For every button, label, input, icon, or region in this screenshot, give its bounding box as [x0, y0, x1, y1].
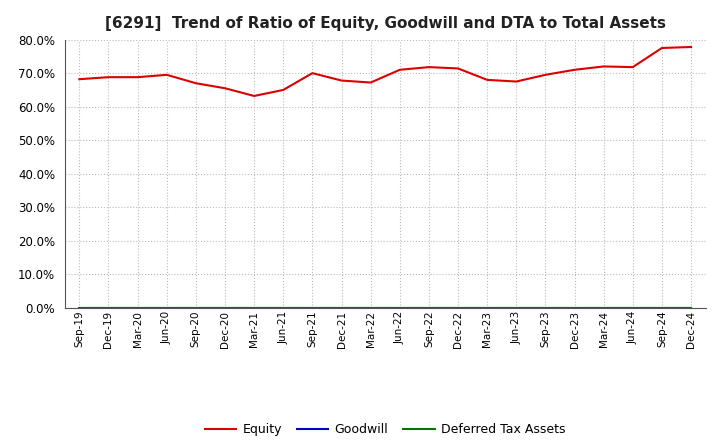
Equity — [133, 74, 142, 80]
Goodwill — [395, 305, 404, 311]
Goodwill — [250, 305, 258, 311]
Goodwill — [220, 305, 229, 311]
Deferred Tax Assets — [279, 305, 287, 311]
Equity — [483, 77, 492, 82]
Equity — [657, 45, 666, 51]
Deferred Tax Assets — [599, 305, 608, 311]
Goodwill — [599, 305, 608, 311]
Equity — [220, 86, 229, 91]
Deferred Tax Assets — [687, 305, 696, 311]
Deferred Tax Assets — [657, 305, 666, 311]
Equity — [570, 67, 579, 73]
Deferred Tax Assets — [395, 305, 404, 311]
Equity — [104, 74, 113, 80]
Goodwill — [366, 305, 375, 311]
Goodwill — [657, 305, 666, 311]
Equity — [163, 72, 171, 77]
Deferred Tax Assets — [250, 305, 258, 311]
Equity — [308, 70, 317, 76]
Goodwill — [308, 305, 317, 311]
Deferred Tax Assets — [425, 305, 433, 311]
Deferred Tax Assets — [337, 305, 346, 311]
Goodwill — [75, 305, 84, 311]
Equity — [425, 65, 433, 70]
Goodwill — [337, 305, 346, 311]
Deferred Tax Assets — [163, 305, 171, 311]
Equity — [192, 81, 200, 86]
Equity — [599, 64, 608, 69]
Goodwill — [454, 305, 462, 311]
Deferred Tax Assets — [192, 305, 200, 311]
Goodwill — [104, 305, 113, 311]
Goodwill — [483, 305, 492, 311]
Equity — [512, 79, 521, 84]
Deferred Tax Assets — [308, 305, 317, 311]
Equity — [366, 80, 375, 85]
Deferred Tax Assets — [220, 305, 229, 311]
Deferred Tax Assets — [512, 305, 521, 311]
Legend: Equity, Goodwill, Deferred Tax Assets: Equity, Goodwill, Deferred Tax Assets — [200, 418, 570, 440]
Deferred Tax Assets — [366, 305, 375, 311]
Deferred Tax Assets — [454, 305, 462, 311]
Goodwill — [570, 305, 579, 311]
Deferred Tax Assets — [541, 305, 550, 311]
Deferred Tax Assets — [104, 305, 113, 311]
Equity — [395, 67, 404, 73]
Equity — [75, 77, 84, 82]
Deferred Tax Assets — [483, 305, 492, 311]
Equity — [629, 65, 637, 70]
Equity — [454, 66, 462, 71]
Line: Equity: Equity — [79, 47, 691, 96]
Goodwill — [133, 305, 142, 311]
Goodwill — [541, 305, 550, 311]
Equity — [541, 72, 550, 77]
Equity — [250, 93, 258, 99]
Goodwill — [163, 305, 171, 311]
Goodwill — [425, 305, 433, 311]
Goodwill — [629, 305, 637, 311]
Equity — [337, 78, 346, 83]
Deferred Tax Assets — [629, 305, 637, 311]
Equity — [279, 87, 287, 92]
Goodwill — [279, 305, 287, 311]
Goodwill — [512, 305, 521, 311]
Title: [6291]  Trend of Ratio of Equity, Goodwill and DTA to Total Assets: [6291] Trend of Ratio of Equity, Goodwil… — [104, 16, 666, 32]
Equity — [687, 44, 696, 50]
Goodwill — [687, 305, 696, 311]
Goodwill — [192, 305, 200, 311]
Deferred Tax Assets — [570, 305, 579, 311]
Deferred Tax Assets — [133, 305, 142, 311]
Deferred Tax Assets — [75, 305, 84, 311]
